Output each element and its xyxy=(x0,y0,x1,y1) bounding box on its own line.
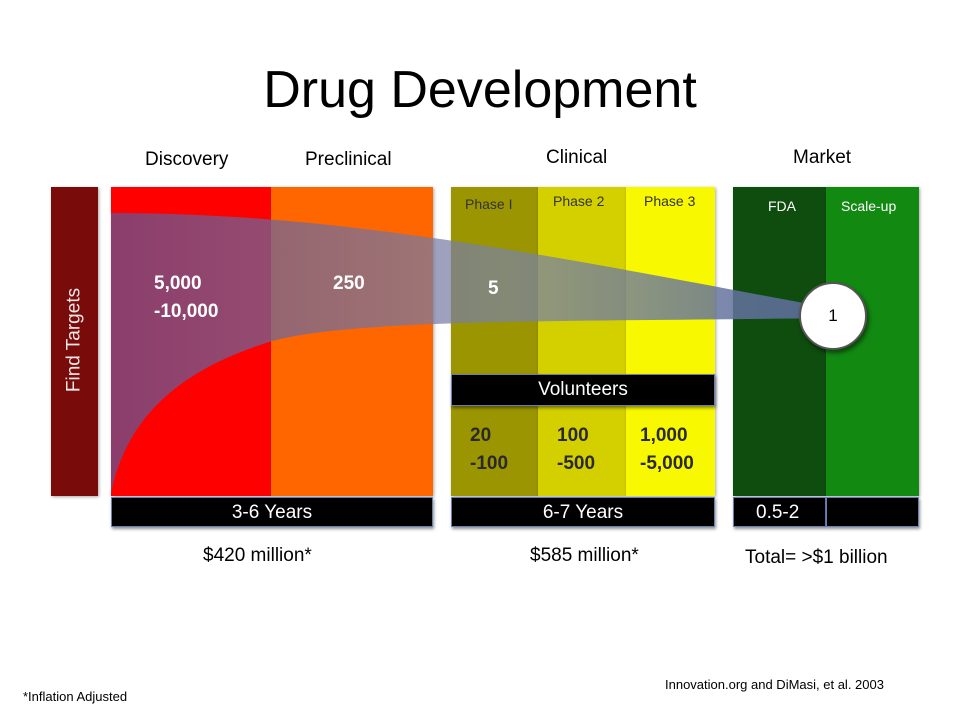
phase1-volunteers-line2: -100 xyxy=(470,453,509,474)
volunteers-bar: Volunteers xyxy=(451,374,715,406)
scaleup-label: Scale-up xyxy=(841,198,897,214)
duration-bar-scaleup xyxy=(826,497,919,527)
duration-clinical: 6-7 Years xyxy=(542,502,624,523)
stage-label-preclinical: Preclinical xyxy=(305,149,392,170)
cost-clinical: $585 million* xyxy=(530,545,639,566)
clinical-count: 5 xyxy=(488,278,499,299)
phase3-label: Phase 3 xyxy=(644,193,696,209)
duration-bar-clinical: 6-7 Years xyxy=(451,497,715,527)
phase1-volunteers-line1: 20 xyxy=(470,425,492,446)
volunteers-label: Volunteers xyxy=(538,379,628,400)
funnel-shape xyxy=(111,213,830,493)
phase1-label: Phase I xyxy=(465,196,513,212)
approved-drug-circle: 1 xyxy=(799,282,867,350)
source-citation: Innovation.org and DiMasi, et al. 2003 xyxy=(665,677,884,692)
phase3-volunteers-line1: 1,000 xyxy=(640,425,688,446)
phase3-volunteers-line2: -5,000 xyxy=(640,453,694,474)
duration-bar-fda: 0.5-2 xyxy=(733,497,826,527)
stage-label-market: Market xyxy=(793,147,852,168)
approved-drug-count: 1 xyxy=(828,306,838,325)
fda-label: FDA xyxy=(768,198,796,214)
inflation-footnote: *Inflation Adjusted xyxy=(23,689,128,704)
discovery-count-line2: -10,000 xyxy=(154,301,219,322)
phase2-volunteers-line2: -500 xyxy=(557,453,596,474)
find-targets-bar: Find Targets xyxy=(51,187,98,496)
preclinical-count: 250 xyxy=(333,273,365,294)
duration-bar-discovery-preclinical: 3-6 Years xyxy=(111,497,433,527)
stage-label-clinical: Clinical xyxy=(546,147,608,168)
duration-discovery-preclinical: 3-6 Years xyxy=(231,502,313,523)
phase1-column xyxy=(451,187,538,496)
phase3-column xyxy=(626,187,715,496)
phase2-volunteers-line1: 100 xyxy=(557,425,589,446)
discovery-count-line1: 5,000 xyxy=(154,273,202,294)
phase2-label: Phase 2 xyxy=(553,193,605,209)
duration-market: 0.5-2 xyxy=(756,502,800,523)
phase2-column xyxy=(538,187,626,496)
cost-discovery-preclinical: $420 million* xyxy=(203,545,312,566)
page-title: Drug Development xyxy=(263,61,697,119)
cost-total: Total= >$1 billion xyxy=(745,547,888,568)
stage-label-discovery: Discovery xyxy=(145,149,229,170)
